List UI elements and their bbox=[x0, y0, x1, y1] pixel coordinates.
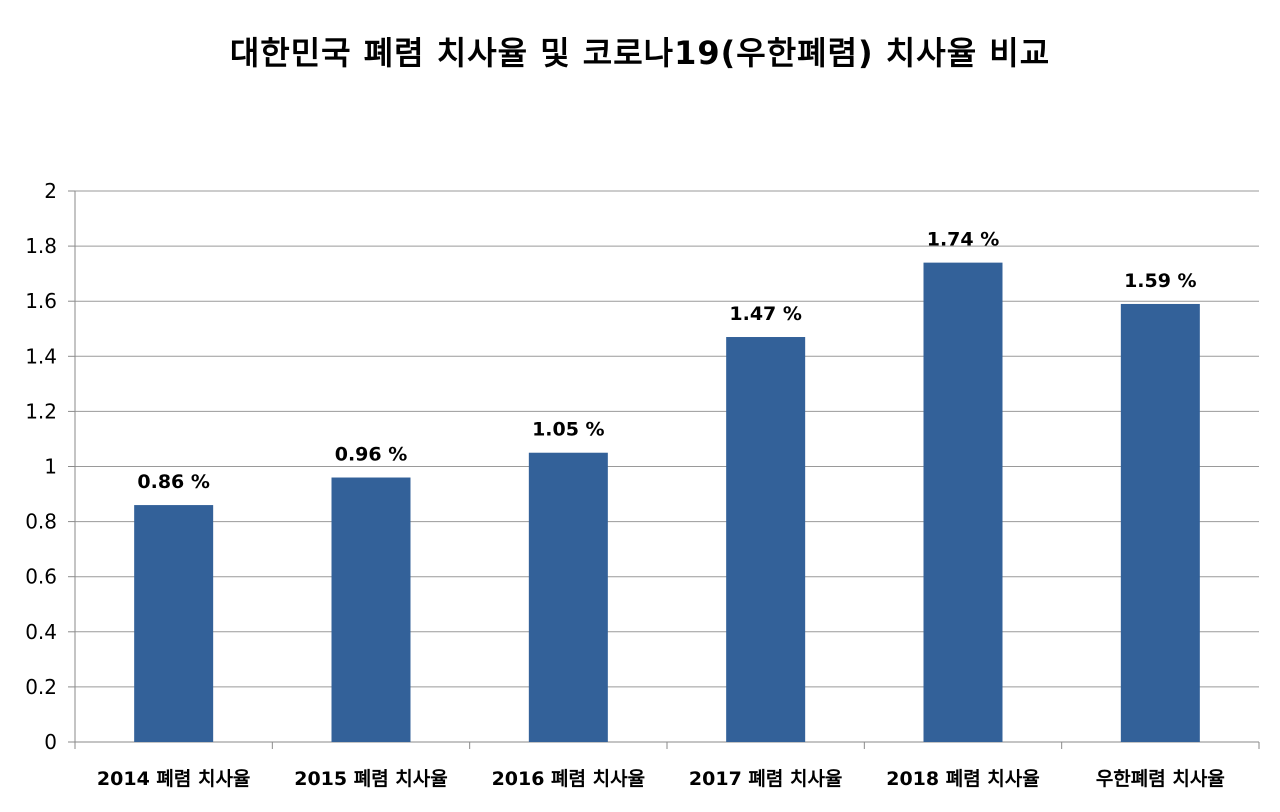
data-label: 1.05 % bbox=[532, 419, 605, 441]
bar bbox=[528, 452, 608, 742]
y-tick-label: 1.6 bbox=[25, 289, 57, 313]
y-tick-label: 1.4 bbox=[25, 344, 57, 368]
labels: 0 0.2 0.4 0.6 0.8 1 1.2 1.4 1.6 1.8 2 0.86 % 2014 폐렴… bbox=[25, 179, 1225, 790]
y-tick-label: 0.2 bbox=[25, 675, 57, 699]
y-tick-label: 1 bbox=[44, 455, 57, 479]
bar bbox=[134, 505, 214, 742]
data-label: 0.96 % bbox=[335, 444, 408, 466]
x-category-label: 우한폐렴 치사율 bbox=[1096, 768, 1225, 790]
x-category-label: 2015 폐렴 치사율 bbox=[294, 768, 448, 790]
y-tick-label: 2 bbox=[44, 179, 57, 203]
data-label: 1.47 % bbox=[729, 303, 802, 325]
y-tick-label: 1.8 bbox=[25, 234, 57, 258]
y-tick-label: 0 bbox=[44, 730, 57, 754]
y-tick-label: 0.6 bbox=[25, 565, 57, 589]
data-label: 0.86 % bbox=[137, 471, 210, 493]
bar bbox=[726, 337, 806, 742]
x-category-label: 2017 폐렴 치사율 bbox=[689, 768, 843, 790]
axes bbox=[68, 190, 1260, 749]
bar bbox=[1120, 303, 1200, 742]
chart-title: 대한민국 폐렴 치사율 및 코로나19(우한폐렴) 치사율 비교 bbox=[229, 34, 1051, 72]
y-tick-label: 0.4 bbox=[25, 620, 57, 644]
y-tick-label: 0.8 bbox=[25, 510, 57, 534]
x-category-label: 2016 폐렴 치사율 bbox=[492, 768, 646, 790]
bar bbox=[923, 262, 1003, 742]
bars bbox=[134, 262, 1200, 742]
data-label: 1.74 % bbox=[927, 229, 1000, 251]
gridlines bbox=[75, 190, 1259, 688]
y-tick-label: 1.2 bbox=[25, 399, 57, 423]
x-category-label: 2018 폐렴 치사율 bbox=[886, 768, 1040, 790]
data-label: 1.59 % bbox=[1124, 270, 1197, 292]
x-category-label: 2014 폐렴 치사율 bbox=[97, 768, 251, 790]
bar bbox=[331, 477, 411, 742]
